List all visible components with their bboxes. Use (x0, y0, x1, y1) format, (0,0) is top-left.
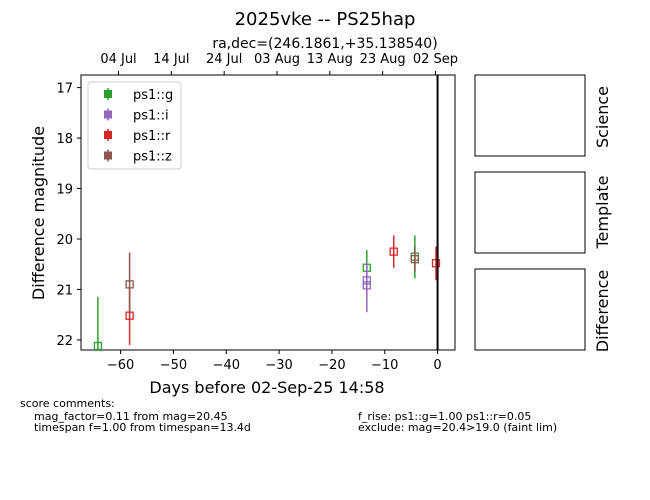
top-date-tick-label: 04 Jul (100, 52, 136, 67)
legend-box (87, 81, 182, 170)
x-axis-label: Days before 02-Sep-25 14:58 (149, 378, 384, 397)
legend-label: ps1::g (133, 88, 173, 103)
data-point (410, 255, 420, 264)
score-comment-f-rise: f_rise: ps1::g=1.00 ps1::r=0.05 (358, 410, 532, 423)
legend-swatch (104, 151, 112, 160)
x-tick-label: −40 (213, 358, 240, 373)
science-label: Science (593, 86, 612, 148)
y-tick-label: 17 (56, 82, 73, 97)
legend-label: ps1::z (133, 150, 172, 165)
difference-label: Difference (593, 270, 612, 352)
data-point (431, 259, 441, 268)
plot-area: −60 −50 −40 −30 −20 −10 0 17 18 19 20 21 22 04 Jul 14 … (56, 52, 458, 373)
top-date-tick-label: 14 Jul (153, 52, 189, 67)
top-date-tick-label: 02 Sep (413, 52, 458, 67)
template-panel (474, 171, 586, 254)
legend-swatch (104, 110, 112, 119)
chart-title: 2025vke -- PS25hap (235, 9, 416, 30)
score-comment-timespan: timespan f=1.00 from timespan=13.4d (34, 421, 251, 434)
y-tick-label: 18 (56, 132, 73, 147)
data-point (362, 281, 371, 290)
y-tick-label: 19 (56, 183, 73, 198)
legend-label: ps1::i (133, 109, 169, 124)
y-tick-label: 22 (56, 334, 73, 349)
x-tick-label: −30 (265, 358, 292, 373)
x-tick-label: −60 (107, 358, 134, 373)
top-date-tick-label: 24 Jul (206, 52, 242, 67)
y-tick-label: 20 (56, 233, 73, 248)
top-date-tick-label: 23 Aug (360, 52, 406, 67)
score-comments-heading: score comments: (20, 397, 115, 410)
score-comment-exclude: exclude: mag=20.4>19.0 (faint lim) (358, 421, 558, 434)
difference-panel (474, 268, 586, 351)
data-point (125, 311, 134, 320)
x-tick-label: 0 (433, 358, 441, 373)
chart-subtitle: ra,dec=(246.1861,+35.138540) (212, 36, 437, 52)
x-tick-label: −10 (371, 358, 398, 373)
top-date-tick-label: 13 Aug (307, 52, 353, 67)
y-tick-label: 21 (56, 283, 73, 298)
template-label: Template (593, 175, 612, 249)
data-point (93, 341, 103, 350)
x-tick-label: −20 (318, 358, 345, 373)
data-marks (93, 235, 441, 350)
legend-swatch (104, 90, 112, 98)
legend-label: ps1::r (133, 129, 171, 144)
x-tick-label: −50 (160, 358, 187, 373)
score-comment-mag-factor: mag_factor=0.11 from mag=20.45 (34, 410, 228, 423)
data-point (389, 247, 398, 256)
legend-swatch (104, 131, 112, 139)
data-point (125, 280, 134, 289)
top-date-tick-label: 03 Aug (254, 52, 300, 67)
plot-frame (80, 74, 456, 351)
science-panel (474, 74, 586, 157)
y-axis-label: Difference magnitude (29, 126, 48, 300)
